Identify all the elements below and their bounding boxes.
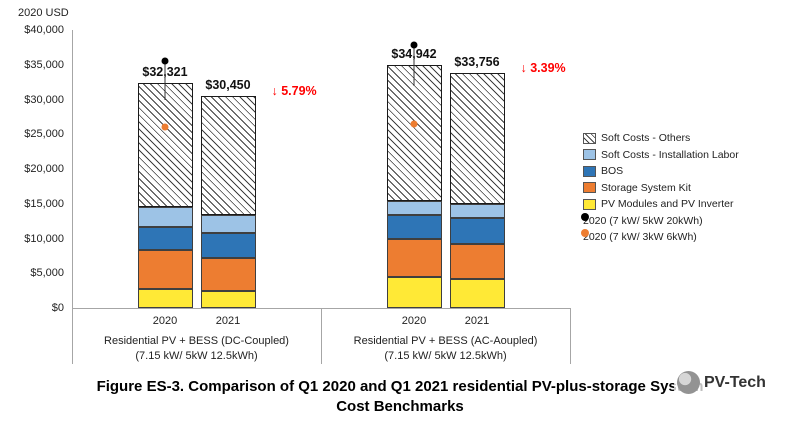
group-label-line2: (7.15 kW/ 5kW 12.5kWh) (135, 350, 258, 362)
legend-label: Storage System Kit (601, 181, 691, 194)
y-axis-tick-label: $35,000 (24, 58, 64, 71)
group-label-line2: (7.15 kW/ 5kW 12.5kWh) (384, 350, 507, 362)
delta-label: ↓ 3.39% (520, 61, 566, 76)
chart-legend: Soft Costs - Others Soft Costs - Installa… (581, 130, 739, 246)
group-label-line1: Residential PV + BESS (AC-Aoupled) (353, 335, 538, 347)
legend-marker-dot-black-icon (581, 212, 589, 221)
x-axis-year-label: 2021 (215, 315, 241, 327)
y-axis-tick-label: $0 (51, 302, 64, 314)
pvtech-label: PV-Tech (704, 373, 766, 391)
bar-segment-soft-costs-others (137, 83, 193, 208)
bar-segment-pv-modules-and-pv-inverter (449, 278, 505, 308)
legend-swatch-icon (583, 165, 596, 177)
bar-segment-pv-modules-and-pv-inverter (200, 290, 256, 308)
marker-dot-black (410, 41, 418, 49)
bar-total-label: $30,450 (205, 78, 251, 93)
legend-marker-dot-orange-icon (581, 229, 589, 238)
bar-segment-soft-costs-others (449, 73, 505, 204)
y-axis-tick-label: $20,000 (24, 163, 64, 175)
legend-label: BOS (601, 165, 624, 178)
legend-swatch-hatch-icon (583, 132, 596, 144)
delta-label: ↓ 5.79% (271, 84, 317, 99)
caption-line-1: Figure ES-3. Comparison of Q1 2020 and Q… (96, 378, 704, 395)
bar-segment-bos (386, 214, 442, 240)
bar-segment-bos (449, 218, 505, 245)
x-axis-year-label: 2020 (152, 315, 178, 327)
category-separator (72, 308, 73, 364)
legend-label: Soft Costs - Installation Labor (601, 148, 739, 161)
legend-label: PV Modules and PV Inverter (601, 198, 734, 211)
y-axis-tick-label: $30,000 (24, 93, 64, 106)
bar-segment-pv-modules-and-pv-inverter (386, 277, 442, 308)
bar-segment-storage-system-kit (200, 257, 256, 291)
legend-label: 2020 (7 kW/ 3kW 6kWh) (583, 231, 697, 244)
bar-segment-storage-system-kit (449, 244, 505, 279)
legend-swatch-icon (583, 182, 596, 194)
category-separator (570, 308, 571, 364)
y-axis-title: 2020 USD (18, 7, 69, 19)
bar-total-label: $33,756 (454, 55, 500, 70)
group-label-line1: Residential PV + BESS (DC-Coupled) (104, 335, 289, 347)
legend-label: 2020 (7 kW/ 5kW 20kWh) (583, 214, 703, 227)
y-axis-tick-label: $5,000 (30, 267, 64, 280)
legend-item: Soft Costs - Others (583, 130, 739, 147)
bar-segment-soft-costs-others (200, 96, 256, 215)
legend-swatch-icon (583, 149, 596, 161)
marker-dot-orange (410, 120, 418, 128)
legend-label: Soft Costs - Others (601, 132, 691, 145)
x-axis-year-label: 2021 (464, 315, 490, 327)
bar-segment-soft-costs-installation-labor (386, 200, 442, 215)
bar-segment-soft-costs-installation-labor (137, 207, 193, 227)
bar-segment-bos (200, 232, 256, 258)
bar-segment-soft-costs-installation-labor (200, 214, 256, 233)
bar-segment-pv-modules-and-pv-inverter (137, 288, 193, 308)
marker-dot-black (161, 57, 169, 65)
bar-segment-storage-system-kit (137, 250, 193, 289)
pvtech-logo-icon (677, 371, 700, 394)
figure-caption: Figure ES-3. Comparison of Q1 2020 and Q… (0, 377, 800, 417)
bar-segment-storage-system-kit (386, 239, 442, 278)
x-axis-year-label: 2020 (401, 315, 427, 327)
marker-whisker (413, 45, 415, 86)
legend-swatch-icon (583, 198, 596, 210)
legend-item: 2020 (7 kW/ 5kW 20kWh) (581, 212, 739, 230)
legend-item: Soft Costs - Installation Labor (583, 147, 739, 164)
marker-dot-orange (161, 123, 169, 131)
bar-segment-bos (137, 226, 193, 251)
y-axis-line (72, 30, 73, 308)
category-separator (321, 308, 322, 364)
caption-line-2: Cost Benchmarks (336, 398, 464, 415)
y-axis-tick-label: $15,000 (24, 197, 64, 210)
pvtech-watermark: PV-Tech (674, 370, 769, 395)
bar-segment-soft-costs-installation-labor (449, 203, 505, 219)
legend-item: 2020 (7 kW/ 3kW 6kWh) (581, 229, 739, 246)
y-axis-tick-label: $25,000 (24, 128, 64, 141)
y-axis-tick-label: $40,000 (24, 24, 64, 36)
marker-whisker (164, 60, 166, 101)
y-axis-tick-label: $10,000 (24, 232, 64, 245)
bar-segment-soft-costs-others (386, 65, 442, 201)
legend-item: PV Modules and PV Inverter (583, 196, 739, 213)
legend-item: Storage System Kit (583, 180, 739, 197)
legend-item: BOS (583, 163, 739, 180)
